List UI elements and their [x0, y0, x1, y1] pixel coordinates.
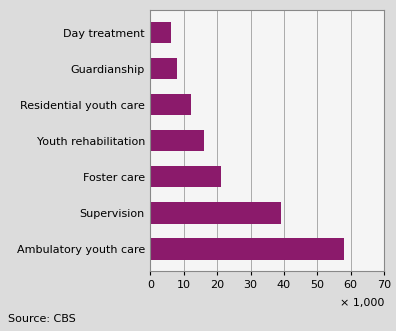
Bar: [150, 166, 221, 187]
Bar: [150, 202, 281, 223]
Bar: [150, 94, 190, 116]
Text: × 1,000: × 1,000: [340, 298, 384, 308]
Bar: [150, 22, 171, 43]
Bar: [150, 238, 344, 260]
Text: Source: CBS: Source: CBS: [8, 314, 76, 324]
Bar: [150, 58, 177, 79]
Bar: [150, 130, 204, 152]
